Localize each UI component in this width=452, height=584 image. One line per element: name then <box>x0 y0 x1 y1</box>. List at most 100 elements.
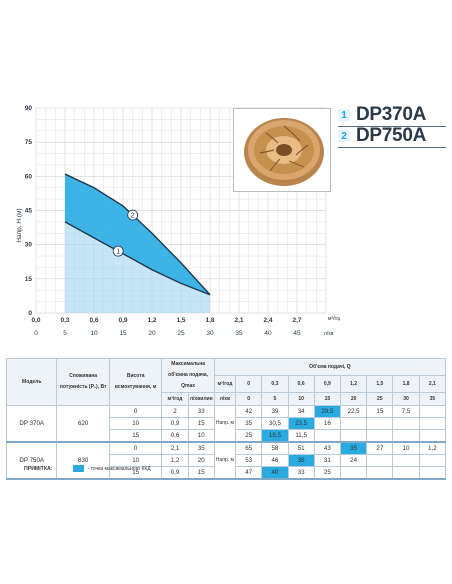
cell-lmin: 10 <box>187 429 215 443</box>
unit-lmin: л/хвилин <box>187 392 215 406</box>
y-tick-label: 30 <box>25 242 33 249</box>
x-tick-label: 2,7 <box>292 317 301 324</box>
flow-lmin: 5 <box>261 392 289 406</box>
cell-head <box>418 429 447 443</box>
x-tick-label-lmin: 0 <box>34 330 38 337</box>
cell-head <box>339 417 368 430</box>
cell-m3: 2 <box>161 405 189 418</box>
series-1-area <box>65 221 210 313</box>
cell-head <box>339 466 368 480</box>
x-tick-label-lmin: 20 <box>148 330 156 337</box>
table-row: 10 0,9 15 35 30,5 23,5 16 <box>7 417 447 430</box>
table-row: DP 750A 830 0 2,1 35 Напр. м 65 58 51 43 35 27 10 1,2 <box>5 441 447 480</box>
cell-head: 33 <box>287 466 315 480</box>
series-marker <box>112 245 124 257</box>
cell-head: 16 <box>313 417 341 430</box>
x-tick-label: 1,8 <box>205 317 214 324</box>
flow-lmin: 30 <box>392 392 420 406</box>
cell-head <box>313 429 341 443</box>
cell-head <box>366 417 394 430</box>
col-model: Модель <box>5 358 58 406</box>
cell-head: 30,5 <box>261 417 289 430</box>
x-tick-label-lmin: 10 <box>90 330 98 337</box>
flow-m3: 0,6 <box>287 375 315 393</box>
flow-m3: 2,1 <box>418 375 447 393</box>
cell-head: 34 <box>287 405 315 418</box>
cell-head-unit: Напр. м <box>213 441 237 480</box>
flow-lmin: 15 <box>313 392 341 406</box>
cell-head: 24 <box>339 454 368 467</box>
cell-head: 18,5 <box>261 429 289 443</box>
cell-head: 25 <box>313 466 341 480</box>
x-tick-label-lmin: 15 <box>119 330 127 337</box>
x-tick-label: 2,4 <box>263 317 272 324</box>
cell-power: 830 <box>56 441 110 480</box>
flow-lmin: 20 <box>339 392 368 406</box>
col-height: Висота всмоктування, м <box>108 358 163 406</box>
cell-model: DP 370A <box>5 405 58 443</box>
col-flow: Об'єма подачі, Q <box>213 358 447 376</box>
model-name: DP370A <box>356 104 427 125</box>
model-name: DP750A <box>356 125 427 146</box>
x-tick-label: 2,1 <box>234 317 243 324</box>
cell-head <box>418 417 447 430</box>
flow-m3: 1,8 <box>392 375 420 393</box>
flow-lmin: 0 <box>235 392 263 406</box>
note-swatch <box>72 465 84 472</box>
x-tick-label-lmin: 35 <box>235 330 243 337</box>
cell-head: 35 <box>235 417 263 430</box>
y-tick-label: 60 <box>25 173 33 180</box>
model-number: 2 <box>338 130 350 142</box>
cell-head: 40 <box>261 466 289 480</box>
cell-m3: 1,2 <box>161 454 189 467</box>
impeller-photo <box>233 108 331 192</box>
cell-head: 11,5 <box>287 429 315 443</box>
table-row: 15 0,9 15 47 40 33 25 <box>7 466 447 480</box>
cell-head: 10 <box>392 441 420 455</box>
x-tick-label-lmin: 45 <box>293 330 301 337</box>
table-row: 10 1,2 20 53 46 38 31 24 <box>7 454 447 467</box>
y-tick-label: 90 <box>25 105 33 112</box>
cell-head <box>339 429 368 443</box>
cell-head <box>392 454 420 467</box>
cell-m3: 2,1 <box>161 441 189 455</box>
cell-head: 58 <box>261 441 289 455</box>
y-tick-label: 15 <box>25 276 33 283</box>
x-tick-label-lmin: 25 <box>177 330 185 337</box>
cell-head: 42 <box>235 405 263 418</box>
series-2-line <box>64 173 211 296</box>
spec-table: Модель Споживана потужність (P₁), Вт Вис… <box>5 358 447 480</box>
col-power: Споживана потужність (P₁), Вт <box>56 358 110 406</box>
cell-head: 65 <box>235 441 263 455</box>
x-tick-label: 1,5 <box>176 317 185 324</box>
cell-head <box>418 405 447 418</box>
series-1-line <box>64 221 211 296</box>
flow-lmin: 35 <box>418 392 447 406</box>
cell-head <box>418 454 447 467</box>
cell-head <box>366 454 394 467</box>
cell-head: 39 <box>261 405 289 418</box>
x-tick-label: 0,3 <box>60 317 69 324</box>
cell-head: 1,2 <box>418 441 447 455</box>
cell-m3: 0,9 <box>161 417 189 430</box>
x-tick-label: 1,2 <box>147 317 156 324</box>
unit-m3: м³/год <box>213 375 237 393</box>
x-unit-m3: м³/год <box>328 316 340 322</box>
x-tick-label-lmin: 40 <box>264 330 272 337</box>
series-label: 2 <box>131 213 135 220</box>
unit-lmin-b: л/хв <box>213 392 237 406</box>
model-label-2: 2 DP750A <box>338 125 447 148</box>
y-tick-label: 75 <box>25 139 33 146</box>
flow-m3: 0,9 <box>313 375 341 393</box>
series-marker <box>127 209 139 221</box>
cell-head <box>366 466 394 480</box>
cell-head <box>418 466 447 480</box>
cell-head-unit: Напр. м <box>213 405 237 443</box>
cell-head: 38 <box>287 454 315 467</box>
unit-m3h: м³/год <box>161 392 189 406</box>
cell-lmin: 20 <box>187 454 215 467</box>
flow-lmin: 10 <box>287 392 315 406</box>
x-unit-lmin: л/хв <box>324 331 334 337</box>
note: ПРИМІТКА: - точка максимального ККД <box>24 465 151 472</box>
x-tick-label: 0,0 <box>31 317 40 324</box>
